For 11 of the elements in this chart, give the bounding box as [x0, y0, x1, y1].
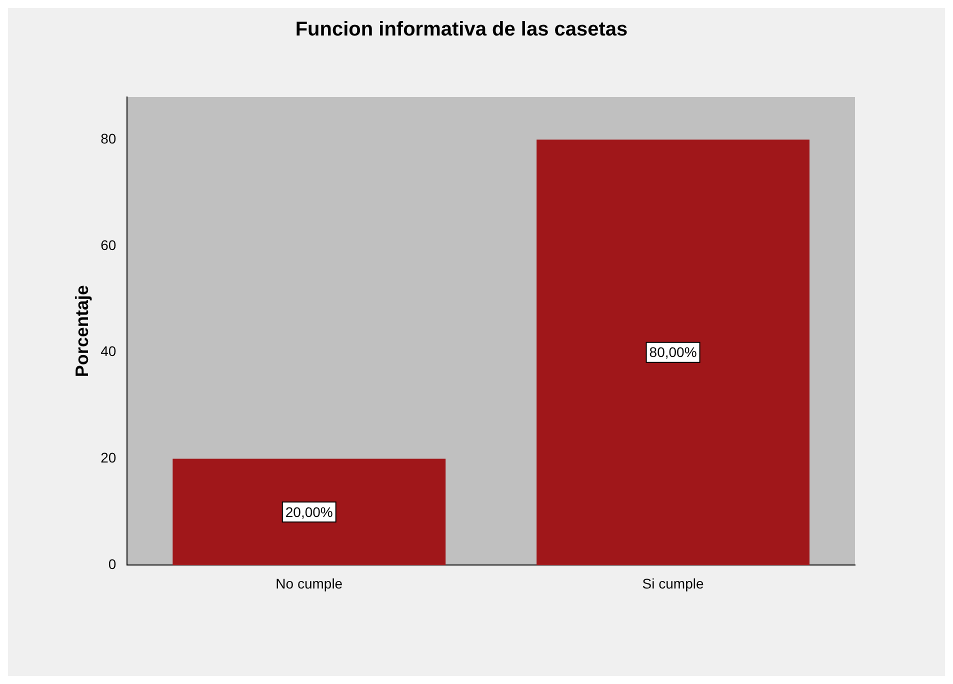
- x-tick-label: Si cumple: [642, 575, 704, 592]
- x-tick-label: No cumple: [276, 575, 343, 592]
- data-label: 80,00%: [649, 344, 697, 360]
- y-tick-label: 80: [100, 130, 116, 146]
- y-tick-label: 40: [100, 343, 116, 360]
- data-label: 20,00%: [285, 504, 333, 520]
- y-tick-label: 20: [100, 450, 116, 466]
- y-axis-title: Porcentaje: [72, 285, 92, 378]
- y-tick-label: 60: [100, 236, 116, 253]
- y-tick-label: 0: [108, 556, 116, 572]
- chart-title: Funcion informativa de las casetas: [295, 18, 628, 41]
